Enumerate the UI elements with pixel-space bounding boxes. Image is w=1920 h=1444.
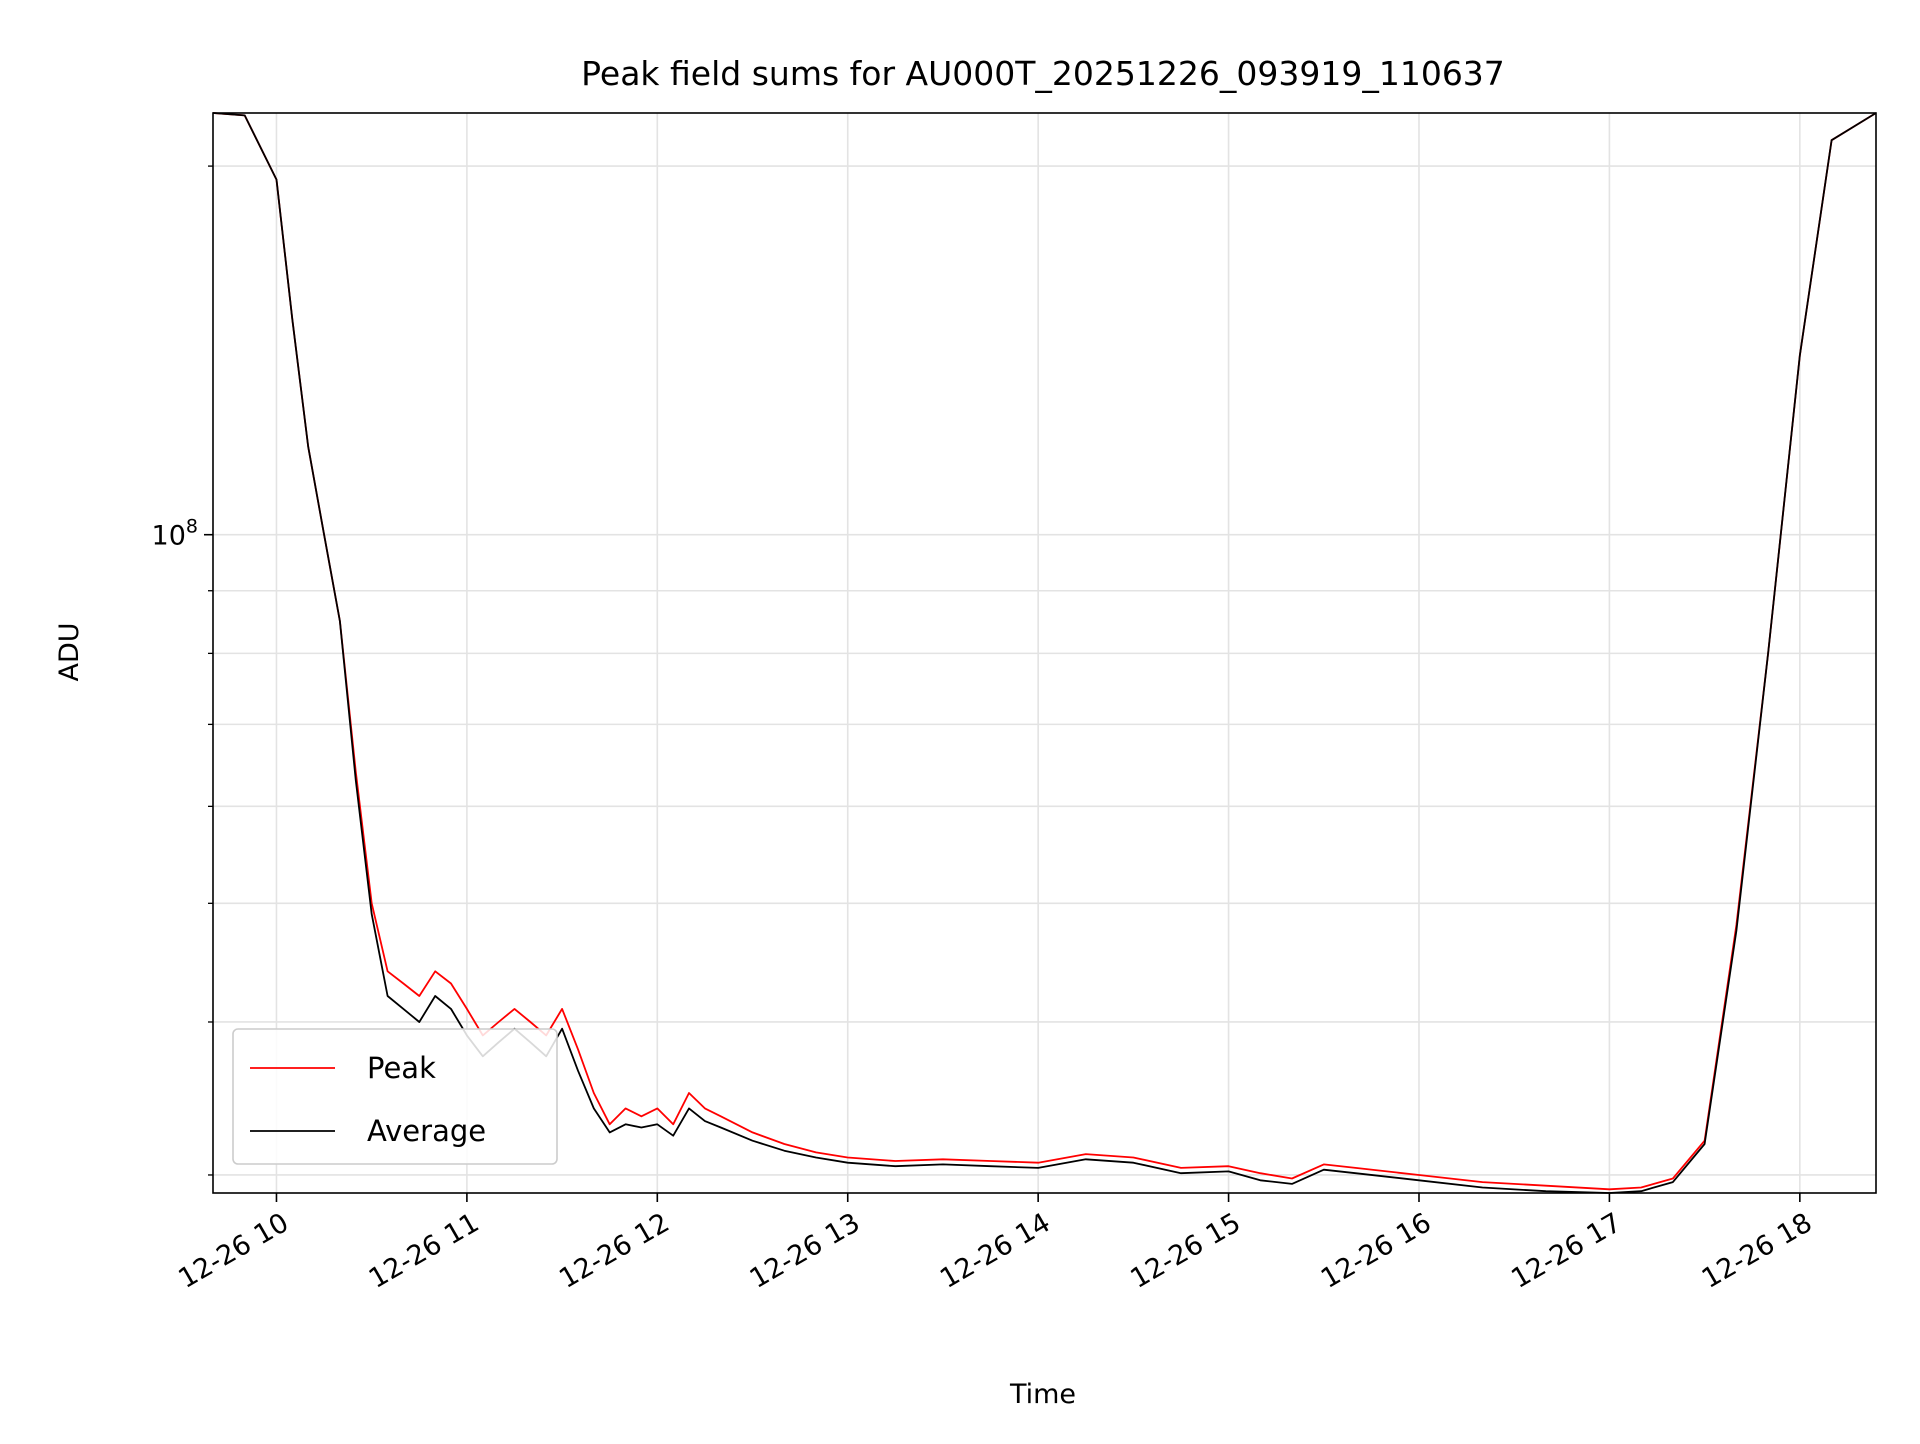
grid-lines (213, 113, 1876, 1193)
series-lines (212, 112, 1877, 1194)
y-axis-label: ADU (54, 622, 85, 681)
y-tick-label: 108 (152, 516, 198, 552)
chart-title: Peak field sums for AU000T_20251226_0939… (581, 54, 1505, 93)
legend-label-average: Average (367, 1114, 486, 1148)
series-line-average (212, 112, 1877, 1194)
legend: Peak Average (232, 1028, 558, 1165)
x-axis-label: Time (1009, 1379, 1076, 1410)
series-line-peak (212, 112, 1877, 1191)
legend-label-peak: Peak (367, 1051, 436, 1085)
